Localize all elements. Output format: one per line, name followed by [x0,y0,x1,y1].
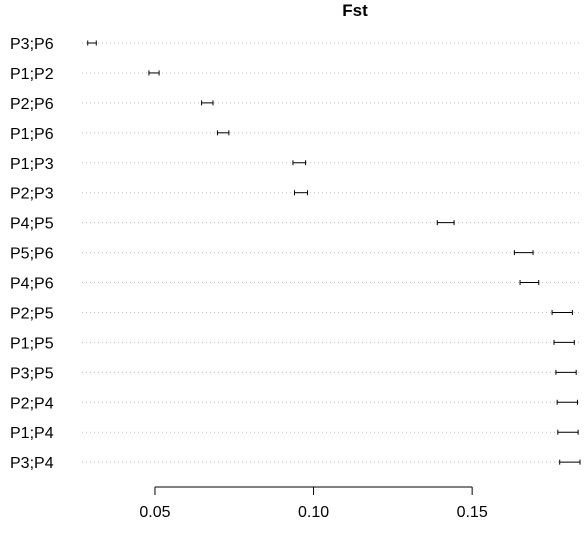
row-label: P3;P6 [10,36,54,53]
row-label: P1;P4 [10,425,54,442]
interval-row: P3;P6 [10,36,580,53]
interval-row: P3;P5 [10,365,580,382]
x-tick-label: 0.10 [298,504,329,521]
row-label: P1;P2 [10,66,54,83]
row-label: P4;P5 [10,216,54,233]
rows-layer: P3;P6 P1;P2 P2;P6 P1;P6 P1;P3 P2;P3 P4;P5 P5;P6… [10,36,581,472]
row-label: P1;P3 [10,156,54,173]
interval-row: P1;P6 [10,126,580,143]
interval-row: P1;P2 [10,66,580,83]
x-axis: 0.05 0.10 0.15 [139,486,488,521]
row-label: P1;P5 [10,335,54,352]
row-label: P1;P6 [10,126,54,143]
interval-row: P1;P4 [10,425,580,442]
row-label: P3;P4 [10,455,54,472]
interval-row: P5;P6 [10,246,580,263]
interval-row: P2;P3 [10,186,580,203]
x-tick-label: 0.15 [457,504,488,521]
row-label: P2;P6 [10,96,54,113]
row-label: P2;P3 [10,186,54,203]
interval-row: P1;P5 [10,335,580,352]
row-label: P4;P6 [10,276,54,293]
row-label: P2;P4 [10,395,54,412]
interval-row: P4;P6 [10,276,580,293]
interval-row: P3;P4 [10,455,581,472]
interval-row: P4;P5 [10,216,580,233]
interval-row: P2;P4 [10,395,580,412]
row-label: P2;P5 [10,305,54,322]
interval-row: P2;P6 [10,96,580,113]
row-label: P3;P5 [10,365,54,382]
interval-row: P2;P5 [10,305,580,322]
row-label: P5;P6 [10,246,54,263]
chart-title: Fst [342,1,368,20]
interval-row: P1;P3 [10,156,580,173]
x-tick-label: 0.05 [139,504,170,521]
